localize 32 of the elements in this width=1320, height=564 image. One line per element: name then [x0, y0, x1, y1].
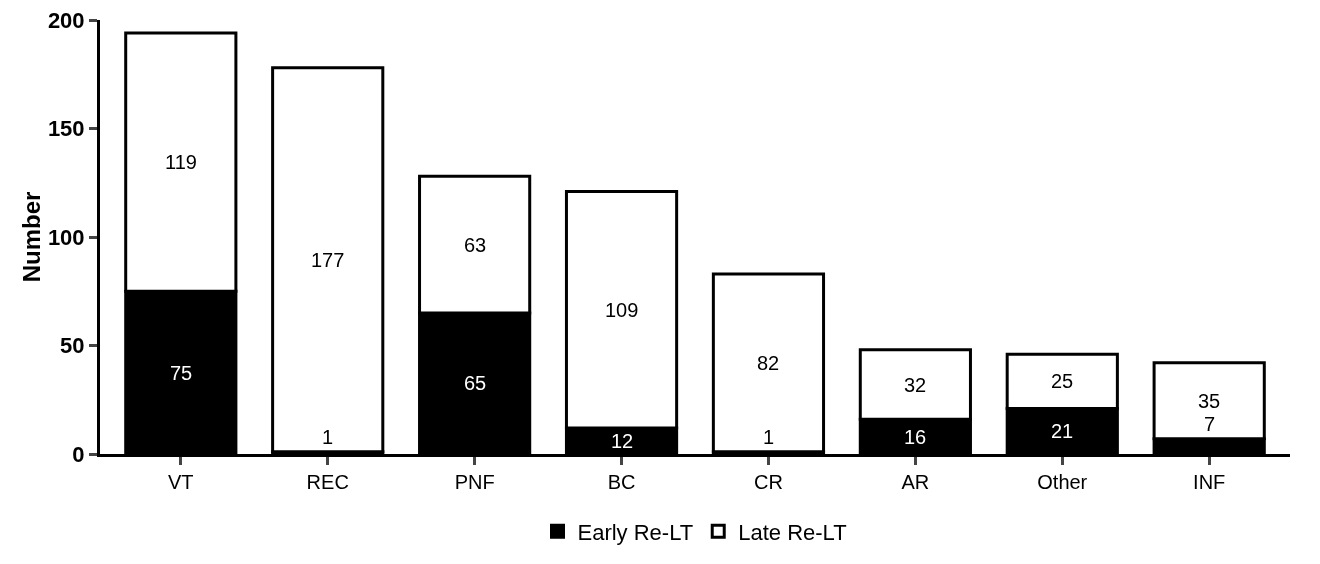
data-label: 63 [464, 234, 487, 256]
data-label: 32 [904, 374, 927, 396]
data-label: 177 [311, 249, 345, 271]
x-tick-label: PNF [454, 471, 495, 493]
data-label: 21 [1051, 420, 1074, 442]
data-label: 1 [322, 426, 334, 448]
x-tick-label: VT [168, 471, 194, 493]
y-tick-label: 50 [60, 333, 85, 359]
data-label: 119 [165, 151, 197, 173]
data-label: 16 [904, 426, 927, 448]
data-label: 25 [1051, 370, 1074, 392]
y-tick-label: 200 [47, 7, 85, 33]
y-tick-label: 0 [72, 441, 85, 467]
data-label: 1 [763, 426, 775, 448]
y-axis-title: Number [18, 191, 45, 283]
y-tick-label: 150 [47, 116, 85, 142]
x-tick-label: Other [1037, 471, 1088, 493]
x-tick-label: BC [607, 471, 636, 493]
x-tick-label: AR [901, 471, 930, 493]
data-label: 7 [1204, 413, 1216, 435]
legend-label: Late Re-LT [738, 519, 847, 545]
x-tick-label: INF [1193, 471, 1226, 493]
x-tick-label: CR [754, 471, 783, 493]
data-label: 35 [1198, 390, 1221, 412]
data-label: 12 [611, 430, 634, 452]
x-tick-label: REC [306, 471, 349, 493]
data-label: 75 [170, 362, 193, 384]
data-label: 109 [605, 299, 639, 321]
data-label: 65 [464, 372, 487, 394]
y-tick-label: 100 [47, 224, 85, 250]
data-label: 82 [757, 352, 780, 374]
legend-label: Early Re-LT [577, 519, 694, 545]
